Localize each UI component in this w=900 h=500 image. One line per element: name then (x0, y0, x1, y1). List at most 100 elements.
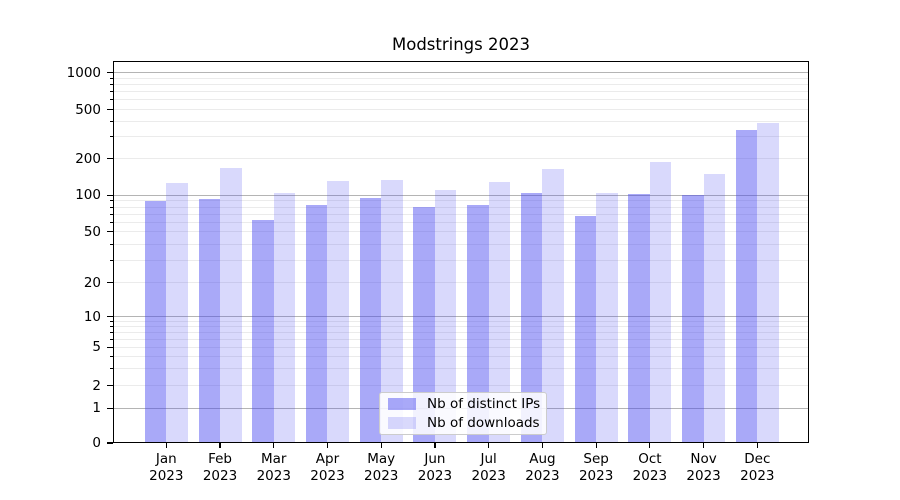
gridline-y-5 (113, 346, 809, 348)
gridline-y-10 (113, 316, 809, 318)
x-tick-nov (703, 443, 705, 448)
gridline-y-20 (113, 282, 809, 283)
gridline-y-500 (113, 109, 809, 110)
y-tick-50 (107, 231, 113, 233)
legend: Nb of distinct IPs Nb of downloads (379, 392, 547, 435)
y-tick-20 (107, 281, 113, 284)
gridline-y-100 (113, 194, 809, 196)
y-tick-10 (107, 316, 113, 318)
bar-downloads-sep (596, 193, 618, 443)
legend-swatch-distinct-ips (388, 398, 416, 411)
y-minor-tick-3 (109, 368, 113, 370)
bar-downloads-feb (220, 167, 242, 443)
y-tick-label-5: 5 (92, 339, 101, 356)
bar-distinct-ips-feb (198, 198, 221, 443)
y-minor-tick-600 (109, 99, 113, 101)
gridline-y-600 (113, 99, 809, 101)
y-tick-500 (107, 108, 113, 111)
bar-distinct-ips-oct (628, 194, 650, 443)
y-minor-tick-70 (109, 213, 113, 215)
y-minor-tick-30 (109, 259, 113, 261)
y-tick-1000 (107, 72, 113, 74)
bar-distinct-ips-jul (467, 205, 489, 443)
x-tick-month: May (367, 451, 396, 467)
y-minor-tick-8 (109, 326, 113, 328)
x-tick-label-feb: Feb 2023 (188, 451, 252, 485)
y-tick-label-0: 0 (92, 435, 101, 451)
x-tick-label-aug: Aug 2023 (510, 451, 574, 485)
gridline-y-700 (113, 91, 809, 93)
x-tick-year: 2023 (310, 468, 345, 484)
x-tick-month: Apr (315, 451, 340, 467)
y-minor-tick-800 (109, 84, 113, 86)
y-tick-label-50: 50 (83, 223, 101, 240)
gridline-y-60 (113, 221, 809, 223)
gridline-y-6 (113, 338, 809, 340)
x-tick-label-jul: Jul 2023 (457, 451, 521, 485)
y-tick-label-500: 500 (75, 101, 101, 118)
x-tick-year: 2023 (632, 468, 668, 484)
y-tick-100 (107, 194, 113, 196)
bar-distinct-ips-mar (252, 219, 274, 443)
gridline-y-50 (113, 231, 809, 233)
bar-distinct-ips-nov (682, 195, 704, 443)
gridline-y-1000 (113, 72, 809, 74)
x-tick-year: 2023 (525, 468, 560, 484)
y-tick-1 (107, 407, 113, 409)
gridline-y-90 (113, 200, 809, 202)
gridline-y-800 (113, 84, 809, 86)
x-tick-year: 2023 (578, 468, 614, 484)
y-minor-tick-90 (109, 200, 113, 202)
gridline-y-9 (113, 320, 809, 322)
gridline-y-7 (113, 331, 809, 333)
y-minor-tick-4 (109, 356, 113, 358)
x-tick-label-jan: Jan 2023 (134, 451, 198, 485)
y-minor-tick-9 (109, 320, 113, 322)
x-tick-month: Nov (690, 451, 717, 467)
x-tick-label-may: May 2023 (349, 451, 413, 485)
x-tick-sep (595, 443, 597, 448)
gridline-y-3 (113, 368, 809, 370)
y-tick-label-200: 200 (75, 150, 101, 167)
bar-distinct-ips-sep (574, 215, 597, 443)
x-tick-year: 2023 (471, 468, 506, 484)
x-tick-month: Oct (638, 451, 662, 467)
bar-downloads-dec (757, 122, 779, 443)
x-tick-mar (273, 443, 275, 448)
x-tick-jun (434, 443, 436, 448)
y-tick-2 (107, 384, 113, 387)
y-tick-5 (107, 346, 113, 348)
bar-downloads-apr (327, 180, 349, 443)
chart-title: Modstrings 2023 (391, 35, 530, 54)
x-tick-month: Dec (744, 451, 771, 467)
bar-downloads-may (381, 179, 403, 443)
gridline-y-200 (113, 158, 809, 160)
y-minor-tick-40 (109, 243, 113, 245)
x-tick-label-apr: Apr 2023 (295, 451, 359, 485)
bar-downloads-jul (488, 181, 511, 443)
x-tick-label-dec: Dec 2023 (725, 451, 789, 485)
x-tick-year: 2023 (417, 468, 453, 484)
gridline-y-2 (113, 385, 809, 386)
y-tick-label-10: 10 (83, 308, 101, 325)
x-tick-month: Jun (424, 451, 446, 467)
x-tick-month: Jan (155, 451, 177, 467)
bar-downloads-nov (703, 174, 726, 443)
x-tick-apr (326, 443, 329, 448)
gridline-y-80 (113, 206, 809, 208)
x-tick-jan (165, 443, 167, 448)
x-tick-may (380, 443, 382, 448)
gridline-y-4 (113, 356, 809, 358)
y-minor-tick-6 (109, 338, 113, 340)
x-tick-label-sep: Sep 2023 (564, 451, 628, 485)
x-tick-label-nov: Nov 2023 (672, 451, 736, 485)
legend-label-distinct-ips: Nb of distinct IPs (427, 396, 541, 413)
y-tick-200 (107, 158, 113, 160)
x-tick-jul (488, 443, 490, 448)
y-tick-label-2: 2 (92, 377, 101, 394)
y-tick-0 (107, 442, 113, 444)
bar-distinct-ips-jun (413, 207, 435, 443)
bar-downloads-mar (273, 193, 296, 443)
x-tick-year: 2023 (740, 468, 775, 484)
